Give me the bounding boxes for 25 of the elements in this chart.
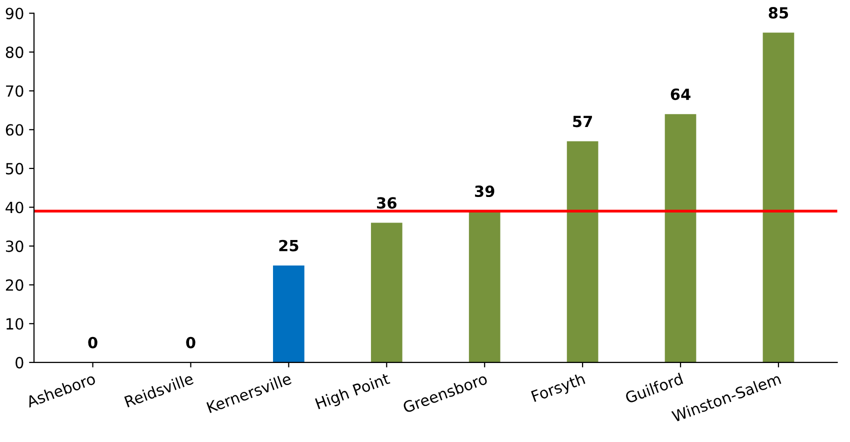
data-label: 57 bbox=[573, 116, 592, 128]
y-tick-label: 60 bbox=[6, 124, 24, 136]
y-tick-label: 50 bbox=[6, 162, 24, 174]
data-label: 64 bbox=[670, 88, 690, 100]
data-label: 36 bbox=[377, 197, 396, 209]
bar bbox=[664, 114, 696, 362]
bar bbox=[566, 141, 598, 362]
bar bbox=[273, 265, 304, 362]
bar bbox=[468, 211, 500, 362]
bar bbox=[762, 32, 794, 362]
y-tick-label: 10 bbox=[6, 318, 24, 330]
y-tick-label: 90 bbox=[6, 8, 24, 20]
data-label: 0 bbox=[88, 336, 98, 348]
y-tick-label: 40 bbox=[6, 202, 24, 214]
data-label: 0 bbox=[186, 336, 196, 348]
data-label: 39 bbox=[474, 186, 494, 198]
data-label: 85 bbox=[768, 7, 788, 19]
y-tick-label: 30 bbox=[6, 240, 24, 252]
y-tick-label: 0 bbox=[16, 356, 24, 368]
y-tick-label: 70 bbox=[6, 85, 24, 97]
x-tick-label: High Point bbox=[314, 372, 392, 412]
y-tick-label: 20 bbox=[6, 279, 24, 291]
y-tick-label: 80 bbox=[6, 46, 24, 58]
bar bbox=[370, 222, 402, 362]
data-label: 25 bbox=[279, 240, 298, 252]
